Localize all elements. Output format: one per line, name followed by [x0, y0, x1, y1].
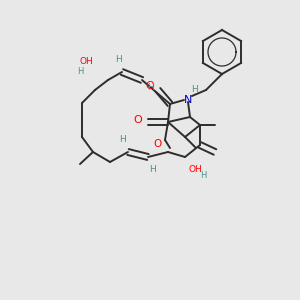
Text: O: O	[153, 139, 161, 149]
Text: OH: OH	[79, 58, 93, 67]
Text: N: N	[184, 95, 192, 105]
Text: H: H	[190, 85, 197, 94]
Text: H: H	[150, 166, 156, 175]
Text: H: H	[77, 68, 83, 76]
Text: OH: OH	[188, 164, 202, 173]
Text: O: O	[134, 115, 142, 125]
Text: H: H	[147, 83, 153, 92]
Text: H: H	[120, 136, 126, 145]
Text: O: O	[146, 81, 154, 91]
Text: H: H	[200, 170, 206, 179]
Text: H: H	[115, 55, 122, 64]
